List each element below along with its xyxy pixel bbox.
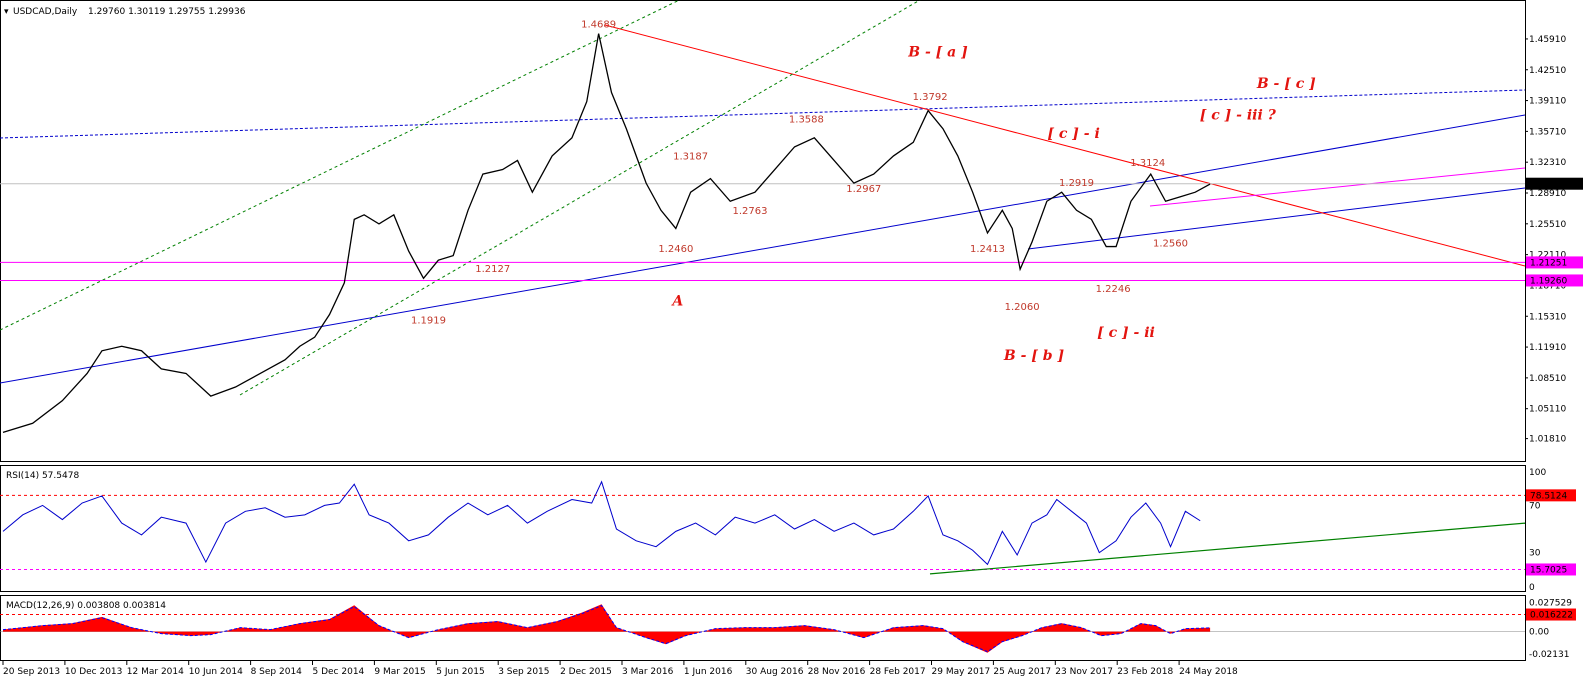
blue-lower-trendline <box>1027 187 1526 250</box>
price-y-tick-label-4: 1.32310 <box>1529 158 1566 168</box>
price-y-tick-label-7: 1.22110 <box>1529 251 1566 261</box>
x-tick-label-5: 5 Dec 2014 <box>313 667 365 677</box>
rsi-level-tag-bg-0 <box>1526 489 1576 502</box>
green-channel-lower <box>239 0 921 396</box>
price-level-label-5: 1.2967 <box>846 184 881 195</box>
rsi-level-tag-bg-1 <box>1526 563 1576 576</box>
rsi-series-line <box>2 480 1201 566</box>
x-tick-label-12: 30 Aug 2016 <box>746 667 804 677</box>
price-level-label-6: 1.2919 <box>1059 178 1094 189</box>
price-level-label-12: 1.2246 <box>1096 284 1131 295</box>
current-price-tag: 1.29936 <box>1530 180 1567 190</box>
x-tick-label-16: 25 Aug 2017 <box>993 667 1051 677</box>
x-tick-label-7: 5 Jun 2015 <box>436 667 484 677</box>
symbol-info: USDCAD,Daily <box>13 7 78 17</box>
x-tick-label-2: 12 Mar 2014 <box>127 667 184 677</box>
price-level-label-11: 1.2127 <box>475 264 510 275</box>
blue-dotted-trendline <box>0 89 1526 139</box>
macd-layer: 0.016222 0.027529 0.00 -0.02131 <box>0 599 1576 660</box>
price-level-label-3: 1.3187 <box>673 152 708 163</box>
rsi-panel-frame <box>0 465 1526 592</box>
price-y-tick-label-11: 1.08510 <box>1529 374 1566 384</box>
macd-level-tag-bg-0 <box>1526 608 1576 621</box>
x-tick-label-4: 8 Sep 2014 <box>251 667 303 677</box>
price-level-label-10: 1.2413 <box>970 244 1005 255</box>
wave-label-1: B - [ c ] <box>1256 76 1316 92</box>
x-tick-label-14: 28 Feb 2017 <box>870 667 926 677</box>
red-trendline <box>604 24 1526 267</box>
price-level-label-9: 1.2460 <box>658 244 693 255</box>
x-tick-label-11: 1 Jun 2016 <box>684 667 733 677</box>
rsi-level-tag-1: 15.7025 <box>1530 565 1567 575</box>
wave-label-2: [ c ] - i <box>1047 126 1099 142</box>
macd-y-tick-label-2: -0.02131 <box>1529 650 1569 660</box>
magenta-short-trendline <box>1149 167 1526 207</box>
price-y-tick-label-9: 1.15310 <box>1529 312 1566 322</box>
price-y-tick-label-12: 1.05110 <box>1529 405 1566 415</box>
macd-signal-line <box>2 604 1211 653</box>
x-tick-label-8: 3 Sep 2015 <box>498 667 549 677</box>
rsi-y-tick-label-3: 0 <box>1529 583 1535 593</box>
price-level-label-7: 1.2763 <box>733 206 768 217</box>
price-y-tick-label-5: 1.28910 <box>1529 189 1566 199</box>
green-channel-upper <box>0 0 681 331</box>
macd-level-tag-0: 0.016222 <box>1530 611 1573 621</box>
wave-label-3: [ c ] - iii ? <box>1200 108 1277 124</box>
rsi-layer: 78.5124 15.7025 100 70 30 0 <box>0 468 1576 593</box>
macd-histogram <box>3 604 1211 653</box>
price-panel-frame <box>0 0 1526 462</box>
price-y-tick-label-10: 1.11910 <box>1529 343 1566 353</box>
price-level-label-4: 1.3124 <box>1130 158 1165 169</box>
x-tick-label-17: 23 Nov 2017 <box>1055 667 1113 677</box>
price-y-tick-label-13: 1.01810 <box>1529 435 1566 445</box>
x-tick-label-6: 9 Mar 2015 <box>374 667 425 677</box>
wave-label-5: [ c ] - ii <box>1097 325 1155 341</box>
rsi-y-tick-label-1: 70 <box>1529 501 1541 511</box>
macd-header: MACD(12,26,9) 0.003808 0.003814 <box>6 601 166 611</box>
price-level-label-8: 1.2560 <box>1153 239 1188 250</box>
rsi-level-tag-0: 78.5124 <box>1530 491 1567 501</box>
rsi-green-trendline <box>929 522 1526 575</box>
macd-y-tick-label-1: 0.00 <box>1529 628 1549 638</box>
rsi-y-tick-label-0: 100 <box>1529 468 1546 478</box>
price-y-tick-label-6: 1.25510 <box>1529 220 1566 230</box>
blue-long-trendline <box>0 114 1526 384</box>
x-tick-label-10: 3 Mar 2016 <box>622 667 674 677</box>
x-tick-label-19: 24 May 2018 <box>1179 667 1238 677</box>
x-tick-label-9: 2 Dec 2015 <box>560 667 612 677</box>
price-level-label-1: 1.3792 <box>913 92 948 103</box>
level-tag-bg-1 <box>1526 274 1583 287</box>
x-tick-label-1: 10 Dec 2013 <box>65 667 123 677</box>
level-tag-1: 1.19260 <box>1530 276 1567 286</box>
wave-label-0: B - [ a ] <box>907 44 968 60</box>
axis-layer: 1.45910 1.42510 1.39110 1.35710 1.32310 1.289… <box>2 35 1583 677</box>
wave-label-6: B - [ b ] <box>1003 348 1065 364</box>
price-header-arrow-icon: ▾ <box>4 7 9 17</box>
x-tick-label-13: 28 Nov 2016 <box>808 667 866 677</box>
level-tag-bg-0 <box>1526 256 1583 269</box>
x-tick-label-0: 20 Sep 2013 <box>3 667 60 677</box>
price-level-label-0: 1.4689 <box>581 19 616 30</box>
macd-y-tick-label-0: 0.027529 <box>1529 599 1572 609</box>
price-y-tick-label-0: 1.45910 <box>1529 35 1566 45</box>
price-level-label-2: 1.3588 <box>789 114 824 125</box>
rsi-y-tick-label-2: 30 <box>1529 549 1541 559</box>
x-tick-label-15: 29 May 2017 <box>932 667 991 677</box>
level-tag-0: 1.21251 <box>1530 258 1567 268</box>
price-series-line <box>2 33 1211 433</box>
ohlc-values: 1.29760 1.30119 1.29755 1.29936 <box>88 7 246 17</box>
wave-label-4: A <box>670 293 683 309</box>
price-y-tick-label-3: 1.35710 <box>1529 127 1566 137</box>
price-y-tick-label-2: 1.39110 <box>1529 97 1566 107</box>
x-tick-label-3: 10 Jun 2014 <box>189 667 243 677</box>
current-price-tag-bg <box>1526 177 1583 190</box>
x-tick-label-18: 23 Feb 2018 <box>1117 667 1173 677</box>
price-level-label-14: 1.1919 <box>411 316 446 327</box>
rsi-header: RSI(14) 57.5478 <box>6 471 79 481</box>
price-level-label-13: 1.2060 <box>1005 302 1040 313</box>
macd-panel-frame <box>0 595 1526 661</box>
price-y-tick-label-1: 1.42510 <box>1529 66 1566 76</box>
price-layer: 1.4689 1.3792 1.3588 1.3187 1.3124 1.2967 1.29… <box>0 0 1526 433</box>
